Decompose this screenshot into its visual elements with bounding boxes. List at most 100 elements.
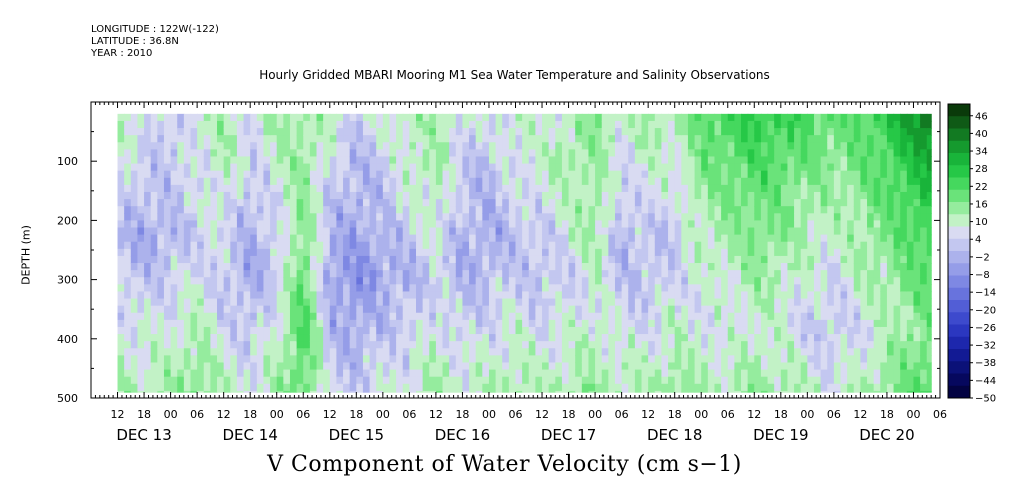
heatmap-cell — [369, 220, 377, 229]
heatmap-cell — [820, 383, 828, 392]
heatmap-cell — [256, 227, 265, 236]
heatmap-cell — [853, 149, 861, 158]
heatmap-cell — [462, 220, 470, 229]
heatmap-cell — [362, 142, 371, 150]
heatmap-cell — [197, 213, 205, 221]
heatmap-cell — [124, 312, 132, 321]
heatmap-cell — [356, 334, 364, 342]
heatmap-cell — [654, 390, 663, 393]
heatmap-cell — [873, 341, 881, 349]
heatmap-cell — [575, 241, 583, 250]
heatmap-cell — [442, 234, 450, 243]
heatmap-cell — [323, 156, 331, 165]
heatmap-cell — [794, 319, 802, 328]
heatmap-cell — [183, 206, 192, 214]
heatmap-cell — [668, 234, 676, 243]
heatmap-cell — [217, 270, 225, 278]
heatmap-cell — [893, 191, 901, 200]
heatmap-cell — [309, 376, 318, 385]
heatmap-cell — [283, 298, 291, 307]
heatmap-cell — [362, 383, 371, 392]
heatmap-cell — [893, 241, 901, 250]
heatmap-cell — [873, 213, 881, 221]
heatmap-cell — [488, 312, 497, 321]
heatmap-cell — [654, 128, 663, 136]
heatmap-cell — [449, 263, 457, 271]
heatmap-cell — [455, 298, 464, 307]
heatmap-cell — [455, 213, 464, 221]
heatmap-cell — [634, 248, 643, 257]
heatmap-cell — [668, 135, 676, 143]
heatmap-cell — [787, 170, 795, 179]
heatmap-cell — [289, 369, 298, 378]
heatmap-cell — [263, 383, 271, 392]
heatmap-cell — [303, 326, 311, 335]
heatmap-cell — [893, 156, 901, 165]
heatmap-cell — [681, 277, 689, 285]
heatmap-cell — [886, 220, 895, 229]
heatmap-cell — [701, 234, 709, 243]
heatmap-cell — [542, 255, 550, 264]
heatmap-cell — [601, 319, 609, 328]
heatmap-cell — [900, 191, 908, 200]
heatmap-cell — [243, 199, 251, 207]
heatmap-cell — [701, 170, 709, 179]
heatmap-cell — [727, 135, 735, 143]
heatmap-cell — [595, 270, 603, 278]
heatmap-cell — [163, 348, 172, 356]
heatmap-cell — [508, 135, 517, 143]
heatmap-cell — [502, 163, 510, 172]
heatmap-cell — [727, 170, 735, 179]
heatmap-cell — [840, 319, 848, 328]
heatmap-cell — [250, 227, 258, 236]
heatmap-cell — [787, 142, 795, 150]
heatmap-cell — [813, 128, 822, 136]
heatmap-cell — [217, 241, 225, 250]
heatmap-cell — [867, 305, 875, 314]
heatmap-cell — [369, 206, 377, 214]
heatmap-cell — [926, 348, 932, 356]
heatmap-cell — [827, 156, 835, 165]
heatmap-cell — [661, 390, 669, 393]
heatmap-cell — [369, 312, 377, 321]
heatmap-cell — [263, 156, 271, 165]
heatmap-cell — [197, 390, 205, 393]
heatmap-cell — [157, 213, 165, 221]
heatmap-cell — [588, 305, 596, 314]
heatmap-cell — [502, 234, 510, 243]
heatmap-cell — [117, 326, 125, 335]
heatmap-cell — [144, 234, 152, 243]
heatmap-cell — [303, 319, 311, 328]
heatmap-cell — [144, 248, 152, 257]
heatmap-cell — [422, 113, 430, 122]
heatmap-cell — [913, 128, 921, 136]
heatmap-cell — [833, 220, 842, 229]
heatmap-cell — [787, 128, 795, 136]
heatmap-cell — [223, 390, 231, 393]
heatmap-cell — [734, 149, 742, 158]
heatmap-cell — [469, 355, 477, 364]
heatmap-cell — [316, 241, 324, 250]
heatmap-cell — [741, 305, 749, 314]
heatmap-cell — [508, 355, 517, 364]
heatmap-cell — [813, 390, 822, 393]
heatmap-cell — [157, 234, 165, 243]
heatmap-cell — [707, 199, 716, 207]
heatmap-cell — [847, 227, 855, 236]
heatmap-cell — [900, 120, 908, 129]
heatmap-cell — [668, 241, 676, 250]
heatmap-cell — [349, 199, 357, 207]
heatmap-cell — [780, 149, 789, 158]
heatmap-cell — [402, 163, 410, 172]
heatmap-cell — [177, 142, 185, 150]
heatmap-cell — [727, 277, 735, 285]
heatmap-cell — [873, 248, 881, 257]
heatmap-cell — [349, 383, 357, 392]
heatmap-cell — [243, 149, 251, 158]
heatmap-cell — [130, 298, 139, 307]
heatmap-cell — [362, 362, 371, 371]
heatmap-cell — [163, 270, 172, 278]
heatmap-cell — [581, 355, 590, 364]
heatmap-cell — [223, 248, 231, 257]
heatmap-cell — [601, 220, 609, 229]
